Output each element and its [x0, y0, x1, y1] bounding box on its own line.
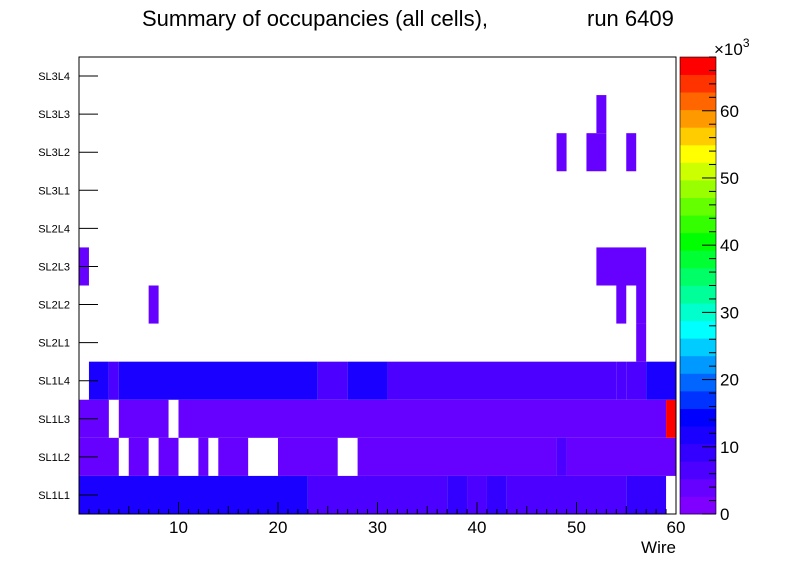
palette-swatch: [680, 461, 716, 480]
y-tick-label: SL3L1: [38, 185, 70, 197]
heatmap-cell: [118, 361, 318, 400]
palette-swatch: [680, 285, 716, 304]
palette-swatch: [680, 373, 716, 392]
heatmap-cell: [158, 437, 179, 476]
palette-swatch: [680, 215, 716, 234]
heatmap-cell: [347, 361, 388, 400]
heatmap-cell: [198, 437, 209, 476]
heatmap-cell: [79, 475, 308, 514]
heatmap-cell: [626, 361, 647, 400]
palette-swatch: [680, 320, 716, 339]
palette-swatch: [680, 267, 716, 286]
heatmap-cell: [646, 361, 676, 400]
x-tick-label: 40: [468, 518, 487, 537]
heatmap-cell: [148, 285, 159, 324]
heatmap-cell: [556, 133, 567, 172]
heatmap-cell: [626, 475, 667, 514]
palette-swatch: [680, 109, 716, 128]
palette-swatch: [680, 355, 716, 374]
palette-swatch: [680, 197, 716, 216]
heatmap-cell: [387, 361, 617, 400]
y-tick-label: SL3L4: [38, 71, 70, 83]
palette-swatch: [680, 408, 716, 427]
heatmap-cell: [317, 361, 348, 400]
palette-swatch: [680, 478, 716, 497]
z-multiplier-exponent: 3: [743, 36, 750, 50]
y-axis: SL1L1 SL1L2 SL1L3 SL1L4 SL2L1 SL2L2 SL2L3 SL2L4…: [38, 71, 98, 502]
palette-swatch: [680, 496, 716, 515]
z-tick-label: 30: [720, 303, 739, 322]
z-tick-label: 40: [720, 236, 739, 255]
y-tick-label: SL2L3: [38, 261, 70, 273]
palette-swatch: [680, 390, 716, 409]
palette-swatch: [680, 127, 716, 146]
z-multiplier-base: ×10: [714, 40, 743, 59]
heatmap-cell: [586, 133, 607, 172]
chart-title-left: Summary of occupancies (all cells),: [142, 6, 488, 31]
z-tick-label: 50: [720, 169, 739, 188]
heatmap-cells: [79, 95, 676, 514]
heatmap-cell: [467, 475, 487, 514]
x-axis-title: Wire: [641, 538, 676, 557]
palette-swatch: [680, 443, 716, 462]
heatmap-cell: [178, 399, 667, 438]
heatmap-cell: [566, 437, 676, 476]
z-tick-label: 20: [720, 371, 739, 390]
heatmap-cell: [357, 437, 557, 476]
palette-swatch: [680, 144, 716, 163]
z-tick-label: 60: [720, 102, 739, 121]
chart-title-right: run 6409: [587, 6, 674, 31]
heatmap-cell: [118, 399, 169, 438]
z-tick-label: 0: [720, 505, 729, 524]
heatmap-cell: [636, 285, 647, 324]
y-tick-label: SL2L2: [38, 300, 70, 312]
heatmap-cell: [278, 437, 338, 476]
y-tick-label: SL3L3: [38, 109, 70, 121]
palette-swatch: [680, 426, 716, 445]
y-tick-label: SL1L1: [38, 490, 70, 502]
palette-swatch: [680, 250, 716, 269]
heatmap-cell: [506, 475, 627, 514]
heatmap-cell: [447, 475, 468, 514]
x-tick-label: 50: [567, 518, 586, 537]
y-tick-label: SL3L2: [38, 147, 70, 159]
x-tick-label: 20: [269, 518, 288, 537]
palette-swatch: [680, 74, 716, 93]
heatmap-cell: [616, 361, 627, 400]
heatmap-cell: [486, 475, 507, 514]
heatmap-cell: [666, 399, 676, 438]
palette-swatch: [680, 303, 716, 322]
y-tick-label: SL2L1: [38, 338, 70, 350]
palette-swatch: [680, 180, 716, 199]
z-axis: 0 10 20 30 40 50 60: [702, 56, 739, 524]
color-palette: [680, 57, 716, 515]
x-axis: 10 20 30 40 50 60: [88, 502, 686, 537]
palette-swatch: [680, 162, 716, 181]
palette-swatch: [680, 57, 716, 75]
y-tick-label: SL1L2: [38, 452, 70, 464]
heatmap-cell: [108, 361, 119, 400]
y-tick-label: SL1L3: [38, 414, 70, 426]
x-tick-label: 60: [667, 518, 686, 537]
heatmap-cell: [636, 323, 647, 362]
palette-swatch: [680, 338, 716, 357]
y-tick-label: SL2L4: [38, 223, 70, 235]
x-tick-label: 10: [169, 518, 188, 537]
heatmap-cell: [88, 361, 109, 400]
heatmap-cell: [596, 95, 607, 134]
heatmap-cell: [556, 437, 567, 476]
heatmap-cell: [626, 133, 637, 172]
y-tick-label: SL1L4: [38, 376, 70, 388]
heatmap-cell: [218, 437, 249, 476]
heatmap-cell: [596, 247, 647, 286]
palette-swatch: [680, 92, 716, 111]
heatmap-cell: [128, 437, 149, 476]
z-tick-label: 10: [720, 438, 739, 457]
x-tick-label: 30: [368, 518, 387, 537]
heatmap-cell: [616, 285, 627, 324]
z-multiplier: ×103: [714, 36, 750, 59]
palette-swatch: [680, 232, 716, 251]
